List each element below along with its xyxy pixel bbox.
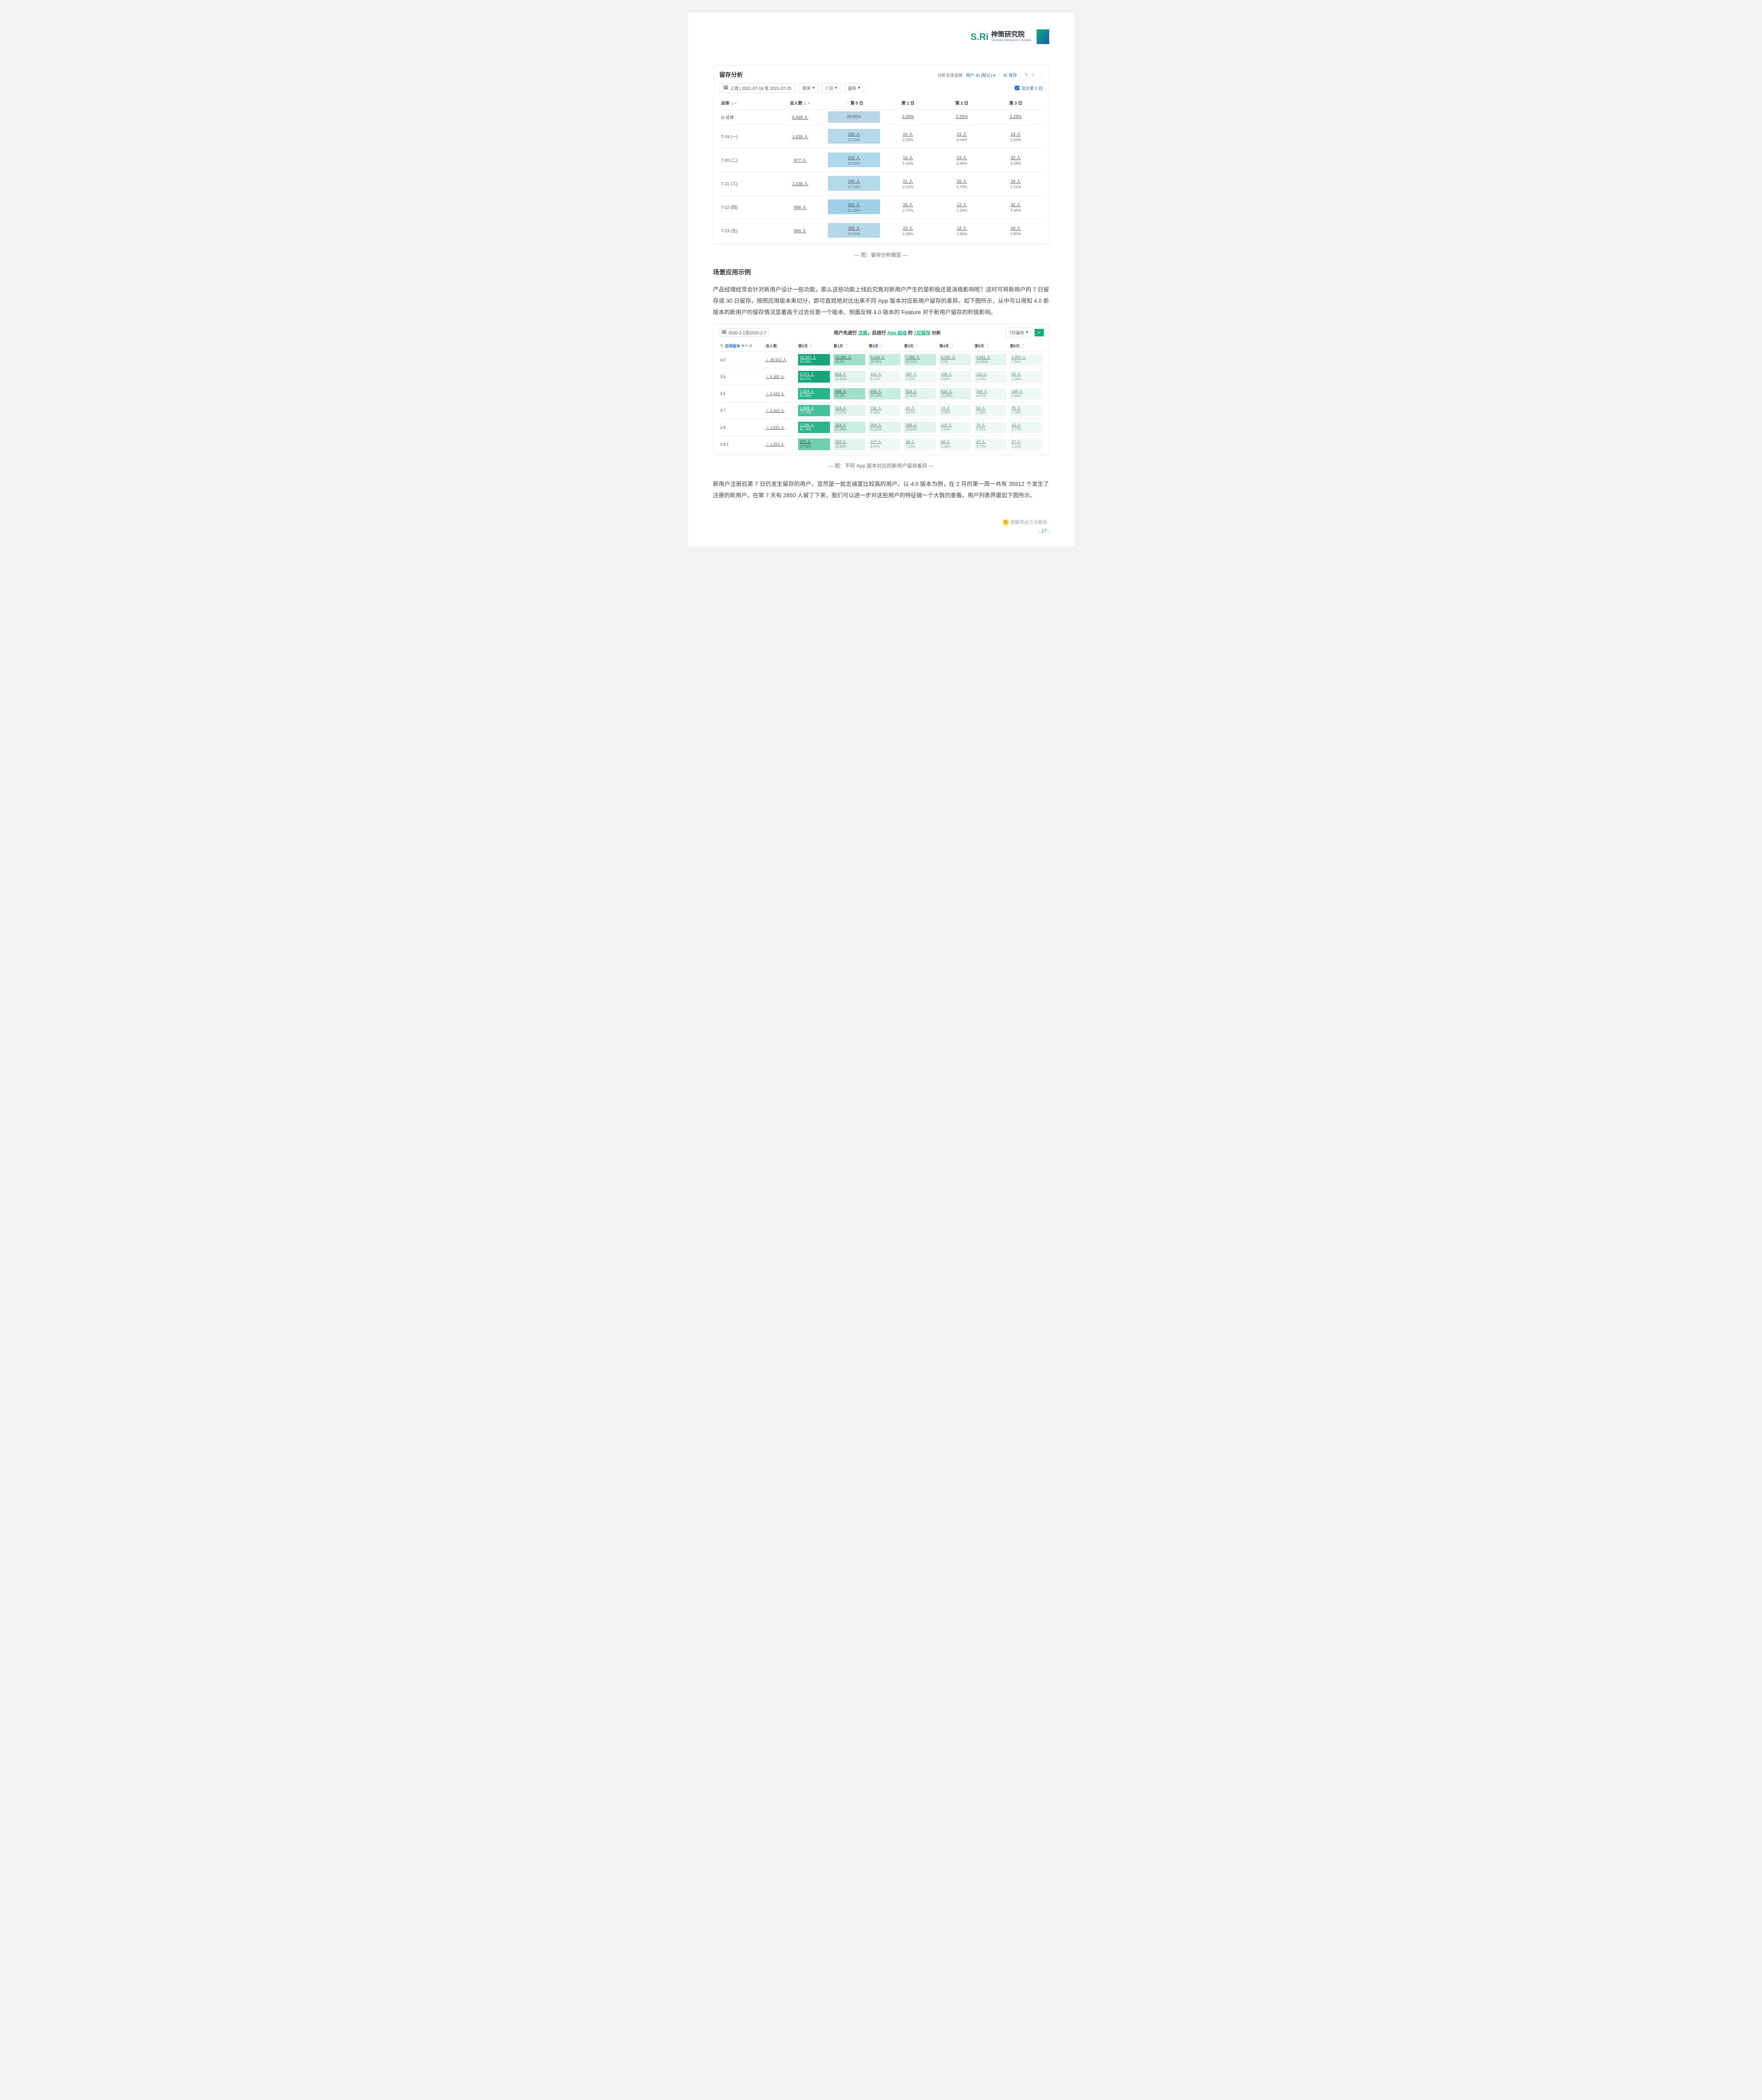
col-day3[interactable]: 第 3 日 [989, 96, 1042, 110]
retention-row: ⊟ 总体6,448 人29.06%2.35%2.25%2.29% [720, 110, 1043, 125]
vt-col-total[interactable]: 总人数 [764, 341, 796, 352]
download-icon[interactable]: ⇩ [1032, 73, 1035, 77]
granularity-pill[interactable]: 按天 ▾ [798, 83, 818, 93]
figure-caption-1: — 图：留存分析模型 — [713, 251, 1049, 258]
chart-toggle-button[interactable]: ⌁ [1035, 329, 1044, 336]
retention-row: 7-19 (一)1,028 人280 人27.24%24 人2.33%21 人2… [720, 125, 1043, 148]
show-day0-checkbox[interactable]: ✓显示第 0 日 [1015, 85, 1042, 91]
refresh-icon[interactable]: ↻ [1025, 73, 1028, 77]
vt-col-4[interactable]: 第4天 [939, 344, 949, 348]
retention-panel: 留存分析 分析主体选择 用户 ID (默认) ▾ | ▣ 保存 | ↻ ⇩ ⋯ … [713, 65, 1049, 244]
brand-cn: 神策研究院 [991, 32, 1031, 38]
page-number: - 17 - [1038, 529, 1049, 534]
col-overall[interactable]: 总体 [721, 101, 730, 106]
save-button[interactable]: ▣ 保存 [1003, 72, 1017, 78]
sohu-logo-icon: S [1003, 520, 1008, 525]
col-day0[interactable]: 第 0 日 [850, 101, 863, 106]
vt-col-3[interactable]: 第3天 [904, 344, 914, 348]
window-pill[interactable]: 7 日 ▾ [822, 83, 840, 93]
vt-col-6[interactable]: 第6天 [1010, 344, 1019, 348]
metric-pill[interactable]: 留存 ▾ [844, 83, 864, 93]
retention-row: 7-21 (三)1,038 人290 人27.94%21 人2.02%28 人2… [720, 172, 1043, 195]
retention-row: 7-22 (四)956 人301 人31.49%26 人2.72%12 人1.2… [720, 195, 1043, 219]
page-header: S.Ri 神策研究院 Sensors Research Institute [713, 29, 1049, 44]
subject-label: 分析主体选择 [937, 72, 963, 78]
col-day1[interactable]: 第 1 日 [881, 96, 935, 110]
vt-col-1[interactable]: 第1天 [833, 344, 843, 348]
vt-col-2[interactable]: 第2天 [869, 344, 878, 348]
vt-col-5[interactable]: 第5天 [974, 344, 984, 348]
sohu-credit: S搜狐号@三分报告 [713, 519, 1049, 525]
filter-settings-icon[interactable]: ⚙ [749, 344, 752, 348]
col-day2[interactable]: 第 2 日 [935, 96, 989, 110]
panel2-title: 用户先进行 注册，后进行 App 启动 的 7日留存 分析 [769, 329, 1006, 336]
col-total[interactable]: 总人数 [790, 101, 803, 106]
version-retention-table: ⇅ 应用版本 ▾ ⟳ ⚙ 总人数 第0天❔ 第1天❔ 第2天❔ 第3天❔ 第4天… [719, 341, 1044, 453]
filter-app-version[interactable]: ⇅ 应用版本 ▾ [720, 343, 744, 349]
brand-sri: S.Ri [971, 32, 989, 42]
retention-table: 总体▲▼ 总人数▲▼ ❔第 0 日 第 1 日 第 2 日 第 3 日 ⊟ 总体… [720, 96, 1043, 242]
panel2-metric-pill[interactable]: 7日留存 ▾ [1006, 328, 1032, 337]
more-icon[interactable]: ⋯ [1039, 73, 1043, 77]
header-accent-bar [1037, 29, 1049, 44]
version-row: 3.8.1♙ 1,253 人471 人37.59%159 人12.69%107 … [719, 436, 1044, 453]
version-row: 3.8♙ 1,515 人1,239 人81.78%324 人21.39%204 … [719, 419, 1044, 436]
version-row: 3.9♙ 5,362 人5,071 人94.57%834 人15.55%441 … [719, 368, 1044, 385]
version-retention-panel: 🗓 2020-2-1至2020-2-7 用户先进行 注册，后进行 App 启动 … [713, 324, 1049, 455]
paragraph-1: 产品经理经常会针对新用户设计一些功能，那么这些功能上线后究竟对新用户产生的是积极… [713, 284, 1049, 318]
date-range-pill[interactable]: 🗓 上周 | 2021-07-19 至 2021-07-25 [720, 83, 796, 93]
vt-col-0[interactable]: 第0天 [798, 344, 808, 348]
retention-row: 7-20 (二)977 人282 人28.86%16 人1.64%24 人2.4… [720, 148, 1043, 172]
brand-en: Sensors Research Institute [991, 38, 1031, 42]
panel-title: 留存分析 [720, 71, 743, 79]
filter-reset-icon[interactable]: ⟳ [745, 344, 748, 348]
paragraph-2: 新用户注册后第 7 日仍发生留存的用户，显然是一批忠诚度比较高的用户。以 4.0… [713, 478, 1049, 501]
subject-select[interactable]: 用户 ID (默认) ▾ [966, 72, 995, 78]
version-row: 3.7♙ 2,403 人1,868 人77.74%314 人13.07%156 … [719, 402, 1044, 419]
version-row: 4.0♙ 35,912 人33,347 人92.86%12,281 人34.2%… [719, 352, 1044, 368]
version-row: 3.6♙ 3,433 人2,824 人82.26%968 人28.2%695 人… [719, 385, 1044, 402]
section-heading: 场景应用示例 [713, 268, 1049, 276]
figure-caption-2: — 图：不同 App 版本对应的新用户留存差异 — [713, 462, 1049, 469]
retention-row: 7-23 (五)966 人285 人29.50%23 人2.38%18 人1.8… [720, 219, 1043, 242]
panel2-date-pill[interactable]: 🗓 2020-2-1至2020-2-7 [719, 328, 769, 337]
